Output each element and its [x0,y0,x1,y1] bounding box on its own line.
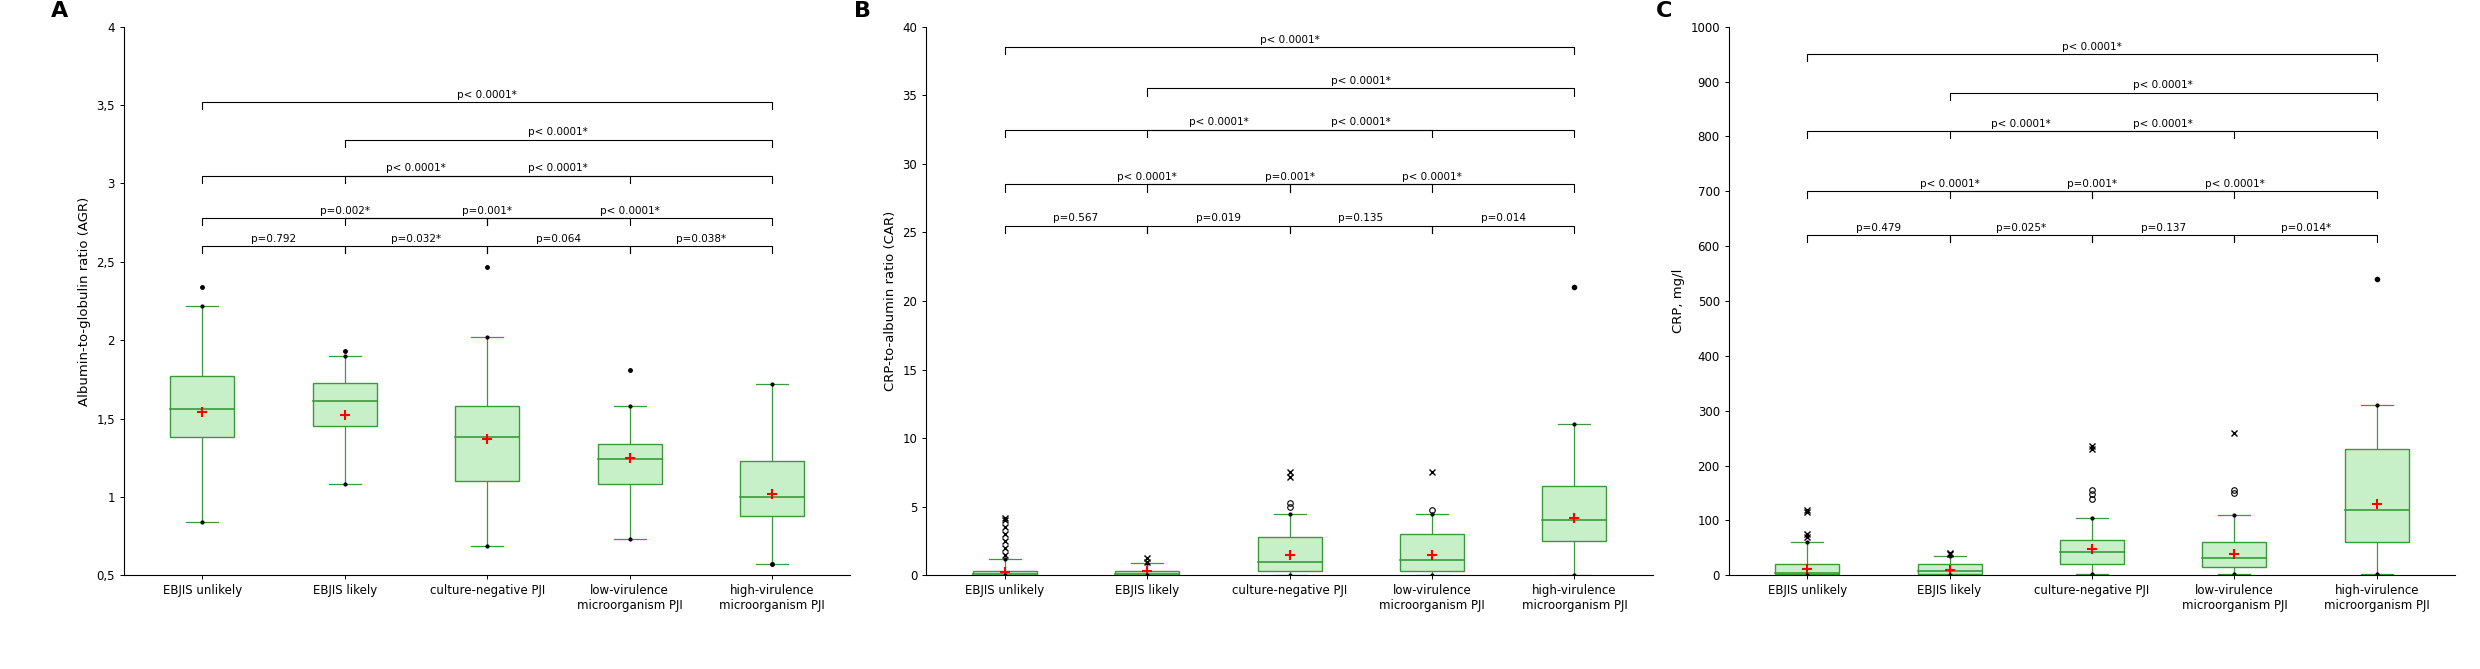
Text: p< 0.0001*: p< 0.0001* [456,90,516,100]
Text: C: C [1657,1,1672,21]
Text: p< 0.0001*: p< 0.0001* [2133,80,2192,90]
Text: p< 0.0001*: p< 0.0001* [1920,179,1979,189]
Bar [1257,537,1322,571]
Text: p=0.135: p=0.135 [1339,213,1384,223]
Text: B: B [853,1,870,21]
Text: p< 0.0001*: p< 0.0001* [528,127,588,137]
Y-axis label: CRP, mg/l: CRP, mg/l [1672,269,1684,333]
Text: p=0.001*: p=0.001* [461,206,513,216]
Text: p< 0.0001*: p< 0.0001* [2205,179,2264,189]
Text: p< 0.0001*: p< 0.0001* [600,206,660,216]
Y-axis label: Albumin-to-globulin ratio (AGR): Albumin-to-globulin ratio (AGR) [77,197,92,405]
Bar [1401,534,1463,571]
Text: p=0.032*: p=0.032* [392,234,441,244]
Text: p=0.064: p=0.064 [536,234,580,244]
Text: p< 0.0001*: p< 0.0001* [1401,173,1461,182]
Text: p< 0.0001*: p< 0.0001* [1118,173,1178,182]
Text: p< 0.0001*: p< 0.0001* [387,163,446,173]
Bar [739,461,804,516]
Bar [1543,486,1607,541]
Bar [2061,540,2123,565]
Text: p=0.001*: p=0.001* [2066,179,2118,189]
Text: p=0.019: p=0.019 [1195,213,1240,223]
Bar [1776,565,1840,574]
Text: p< 0.0001*: p< 0.0001* [2063,42,2123,52]
Bar [2202,543,2267,567]
Text: p=0.137: p=0.137 [2140,223,2185,233]
Bar [171,376,236,438]
Bar [1917,565,1982,574]
Bar [598,444,662,484]
Text: p< 0.0001*: p< 0.0001* [2133,119,2192,129]
Text: p< 0.0001*: p< 0.0001* [1260,35,1319,45]
Y-axis label: CRP-to-albumin ratio (CAR): CRP-to-albumin ratio (CAR) [883,211,898,391]
Text: p< 0.0001*: p< 0.0001* [1991,119,2051,129]
Text: p< 0.0001*: p< 0.0001* [1188,118,1247,127]
Text: p=0.014: p=0.014 [1481,213,1525,223]
Text: p< 0.0001*: p< 0.0001* [528,163,588,173]
Text: p=0.038*: p=0.038* [675,234,727,244]
Text: p=0.479: p=0.479 [1855,223,1902,233]
Text: p< 0.0001*: p< 0.0001* [1332,76,1391,86]
Bar [312,383,377,426]
Text: p=0.014*: p=0.014* [2282,223,2331,233]
Bar [456,406,518,481]
Text: p< 0.0001*: p< 0.0001* [1332,118,1391,127]
Text: A: A [52,1,69,21]
Text: p=0.025*: p=0.025* [1996,223,2046,233]
Text: p=0.002*: p=0.002* [320,206,370,216]
Text: p=0.792: p=0.792 [250,234,295,244]
Text: p=0.001*: p=0.001* [1265,173,1314,182]
Bar [2344,449,2408,543]
Bar [972,571,1037,575]
Text: p=0.567: p=0.567 [1054,213,1099,223]
Bar [1116,571,1178,575]
